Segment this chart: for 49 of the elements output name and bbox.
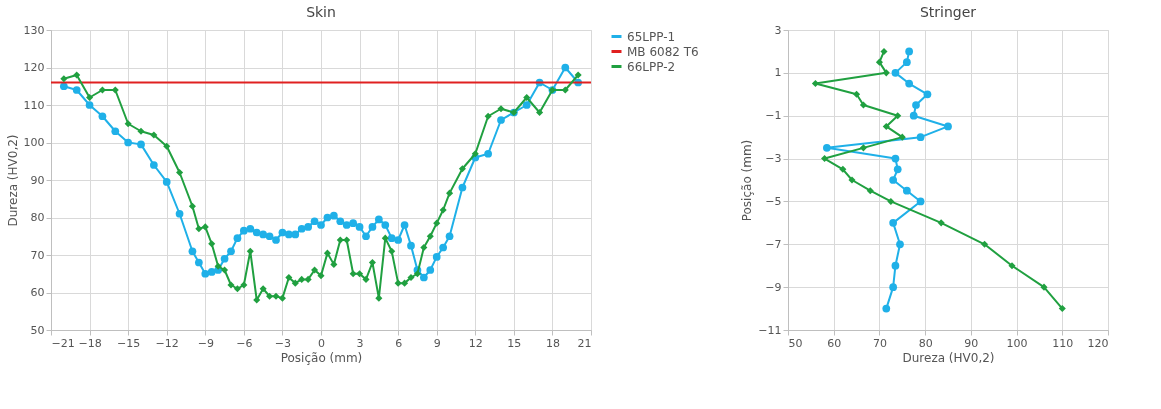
x-tick-label: 0 — [318, 336, 325, 350]
legend-label: MB 6082 T6 — [627, 44, 699, 59]
x-tick-label: −21 — [51, 336, 75, 350]
x-tick-label: 15 — [507, 336, 522, 350]
y-axis-title: Posição (mm) — [740, 139, 755, 222]
x-tick-label: 60 — [827, 336, 842, 350]
y-tick-label: 120 — [23, 61, 45, 74]
y-tick-label: 130 — [23, 23, 45, 37]
y-tick-label: −3 — [765, 152, 782, 166]
y-axis-title: Dureza (HV0,2) — [5, 134, 20, 227]
x-axis-title: Posição (mm) — [280, 350, 363, 365]
y-tick-label: 60 — [30, 286, 45, 299]
x-tick-label: 6 — [395, 336, 403, 350]
y-tick-label: 1 — [774, 66, 782, 80]
x-tick-label: −6 — [236, 336, 253, 350]
x-tick-label: −12 — [155, 336, 179, 350]
x-tick-label: 9 — [433, 336, 441, 350]
x-tick-label: 90 — [964, 336, 979, 350]
x-tick-label: 21 — [577, 336, 592, 350]
y-tick-label: −1 — [765, 109, 782, 123]
x-tick-label: 80 — [918, 336, 933, 350]
y-tick-label: 70 — [30, 248, 45, 262]
x-axis-title: Dureza (HV0,2) — [902, 350, 995, 365]
y-tick-label: 50 — [30, 323, 45, 337]
y-tick-label: 110 — [23, 98, 45, 112]
x-tick-label: 12 — [468, 336, 483, 350]
x-tick-label: 120 — [1087, 336, 1109, 350]
legend-label: 65LPP-1 — [627, 29, 676, 44]
legend-label: 66LPP-2 — [627, 59, 676, 74]
x-tick-label: 100 — [1006, 336, 1028, 350]
x-tick-label: −15 — [117, 336, 141, 350]
y-tick-label: 80 — [30, 211, 45, 224]
y-tick-label: −11 — [758, 323, 782, 337]
x-tick-label: 50 — [788, 336, 803, 350]
y-tick-label: −5 — [765, 194, 782, 208]
chart-title: Stringer — [919, 4, 977, 20]
y-tick-label: 90 — [30, 173, 45, 187]
x-tick-label: 18 — [545, 336, 560, 350]
x-tick-label: 70 — [872, 336, 887, 350]
x-tick-label: −3 — [274, 336, 292, 350]
y-tick-label: 3 — [774, 23, 782, 37]
chart-title: Skin — [306, 4, 336, 20]
x-tick-label: −9 — [197, 336, 214, 350]
y-tick-label: −9 — [765, 280, 782, 294]
x-tick-label: 110 — [1052, 336, 1074, 350]
x-tick-label: 3 — [356, 336, 364, 350]
y-tick-label: −7 — [765, 237, 782, 251]
x-tick-label: −18 — [78, 336, 102, 350]
y-tick-label: 100 — [23, 136, 45, 149]
